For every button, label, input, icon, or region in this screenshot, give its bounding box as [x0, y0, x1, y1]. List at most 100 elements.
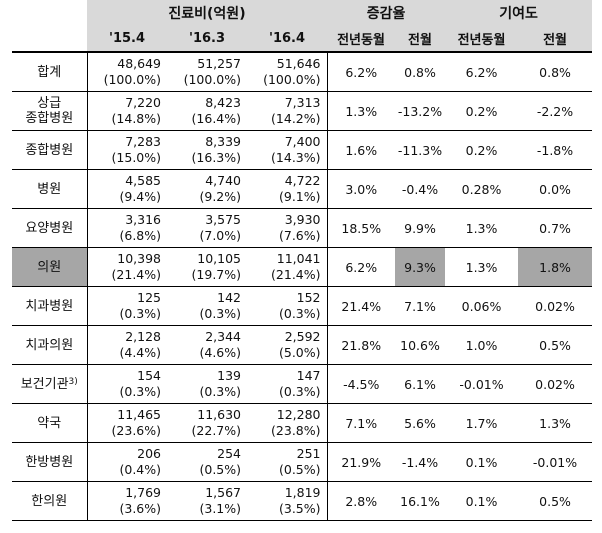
cost-cell-period-1: 2,128 (4.4%) [87, 325, 167, 365]
cost-cell-period-2: 3,575 (7.0%) [167, 208, 247, 248]
row-label-text: 한의원 [31, 493, 68, 509]
contrib-mom-cell: 0.0% [518, 169, 593, 209]
cost-cell-period-1: 10,398 (21.4%) [87, 247, 167, 287]
growth-mom-cell: 7.1% [395, 286, 446, 326]
cost-cell-period-1: 4,585 (9.4%) [87, 169, 167, 209]
table-row: 보건기관3) 154 (0.3%) 139 (0.3%) 147 (0.3%) -4.5% 6.… [12, 364, 593, 404]
cost-cell-period-1: 7,283 (15.0%) [87, 130, 167, 170]
cost-value: 152 [296, 290, 321, 305]
cost-value: 254 [217, 446, 241, 461]
footnote-marker: 3) [68, 376, 78, 387]
growth-mom-cell: 6.1% [395, 364, 446, 404]
row-label-text: 보건기관 [20, 376, 69, 392]
header-row-columns: '15.4 '16.3 '16.4 전년동월 전월 전년동월 전월 [12, 25, 593, 53]
cost-cell-period-2: 11,630 (22.7%) [167, 403, 247, 443]
cost-cell-period-3: 3,930 (7.6%) [247, 208, 327, 248]
growth-mom-cell: 9.3% [395, 247, 446, 287]
contrib-yoy-cell: 1.7% [445, 403, 519, 443]
cost-share: (100.0%) [103, 72, 161, 87]
header-period-1: '15.4 [87, 25, 167, 53]
cost-share: (14.2%) [271, 111, 321, 126]
cost-cell-period-3: 251 (0.5%) [247, 442, 327, 482]
cost-cell-period-1: 48,649 (100.0%) [87, 52, 167, 92]
cost-value: 154 [137, 368, 161, 383]
growth-yoy-cell: 18.5% [326, 208, 395, 248]
cost-value: 51,257 [197, 56, 241, 71]
contrib-yoy-cell: 0.28% [445, 169, 519, 209]
contrib-yoy-cell: 1.3% [445, 208, 519, 248]
growth-mom-cell: -0.4% [395, 169, 446, 209]
cost-value: 2,128 [125, 329, 161, 344]
cost-cell-period-2: 139 (0.3%) [167, 364, 247, 404]
table-row: 치과병원 125 (0.3%) 142 (0.3%) 152 (0.3%) 21.4% 7.1%… [12, 286, 593, 326]
cost-value: 251 [296, 446, 321, 461]
cost-value: 3,930 [284, 212, 321, 227]
cost-cell-period-3: 1,819 (3.5%) [247, 481, 327, 521]
cost-value: 7,400 [284, 134, 321, 149]
header-growth-mom: 전월 [395, 25, 446, 53]
cost-cell-period-1: 7,220 (14.8%) [87, 91, 167, 131]
row-label-text: 상급 [37, 96, 62, 111]
cost-value: 139 [217, 368, 241, 383]
row-label-text: 종합병원 [25, 111, 74, 126]
growth-yoy-cell: 2.8% [326, 481, 395, 521]
row-label-text: 치과병원 [25, 298, 74, 314]
cost-value: 1,819 [284, 485, 321, 500]
cost-share: (15.0%) [111, 150, 161, 165]
growth-yoy-cell: 3.0% [326, 169, 395, 209]
cost-share: (16.4%) [191, 111, 241, 126]
cost-cell-period-3: 2,592 (5.0%) [247, 325, 327, 365]
cost-share: (100.0%) [263, 72, 321, 87]
cost-share: (21.4%) [271, 267, 321, 282]
growth-yoy-cell: 1.3% [326, 91, 395, 131]
cost-value: 3,575 [205, 212, 241, 227]
cost-value: 10,398 [117, 251, 161, 266]
row-label: 치과의원 [12, 325, 88, 365]
cost-share: (0.3%) [278, 306, 321, 321]
contrib-yoy-cell: 6.2% [445, 52, 519, 92]
table-row: 합계 48,649 (100.0%) 51,257 (100.0%) 51,646 (100… [12, 52, 593, 92]
row-label-text: 치과의원 [25, 337, 74, 353]
cost-cell-period-2: 1,567 (3.1%) [167, 481, 247, 521]
growth-yoy-cell: 1.6% [326, 130, 395, 170]
header-growth-group: 증감율 [327, 0, 446, 25]
contrib-mom-cell: -1.8% [518, 130, 593, 170]
contrib-yoy-cell: 0.2% [445, 91, 519, 131]
header-period-3: '16.4 [247, 25, 327, 53]
growth-yoy-cell: -4.5% [326, 364, 395, 404]
cost-share: (3.6%) [119, 501, 161, 516]
contrib-mom-cell: 0.8% [518, 52, 593, 92]
cost-share: (0.3%) [119, 384, 161, 399]
cost-value: 4,585 [125, 173, 161, 188]
cost-cell-period-1: 3,316 (6.8%) [87, 208, 167, 248]
growth-yoy-cell: 6.2% [326, 52, 395, 92]
cost-cell-period-3: 7,313 (14.2%) [247, 91, 327, 131]
contrib-mom-cell: 0.02% [518, 364, 593, 404]
cost-value: 142 [217, 290, 241, 305]
cost-cell-period-2: 10,105 (19.7%) [167, 247, 247, 287]
cost-share: (0.3%) [199, 306, 241, 321]
cost-share: (0.3%) [119, 306, 161, 321]
cost-value: 12,280 [276, 407, 321, 422]
growth-mom-cell: 5.6% [395, 403, 446, 443]
cost-share: (21.4%) [111, 267, 161, 282]
cost-value: 125 [137, 290, 161, 305]
header-contrib-mom: 전월 [518, 25, 593, 53]
cost-cell-period-3: 147 (0.3%) [247, 364, 327, 404]
row-label: 약국 [12, 403, 88, 443]
growth-mom-cell: 9.9% [395, 208, 446, 248]
cost-cell-period-3: 4,722 (9.1%) [247, 169, 327, 209]
cost-cell-period-2: 8,339 (16.3%) [167, 130, 247, 170]
growth-mom-cell: -1.4% [395, 442, 446, 482]
cost-share: (0.5%) [199, 462, 241, 477]
contrib-yoy-cell: 0.1% [445, 481, 519, 521]
cost-share: (9.4%) [119, 189, 161, 204]
cost-value: 7,220 [125, 95, 161, 110]
header-growth-yoy: 전년동월 [327, 25, 395, 53]
cost-cell-period-1: 11,465 (23.6%) [87, 403, 167, 443]
cost-value: 8,339 [205, 134, 241, 149]
contrib-yoy-cell: 1.3% [445, 247, 519, 287]
cost-value: 2,344 [205, 329, 241, 344]
cost-cell-period-3: 11,041 (21.4%) [247, 247, 327, 287]
cost-cell-period-2: 4,740 (9.2%) [167, 169, 247, 209]
